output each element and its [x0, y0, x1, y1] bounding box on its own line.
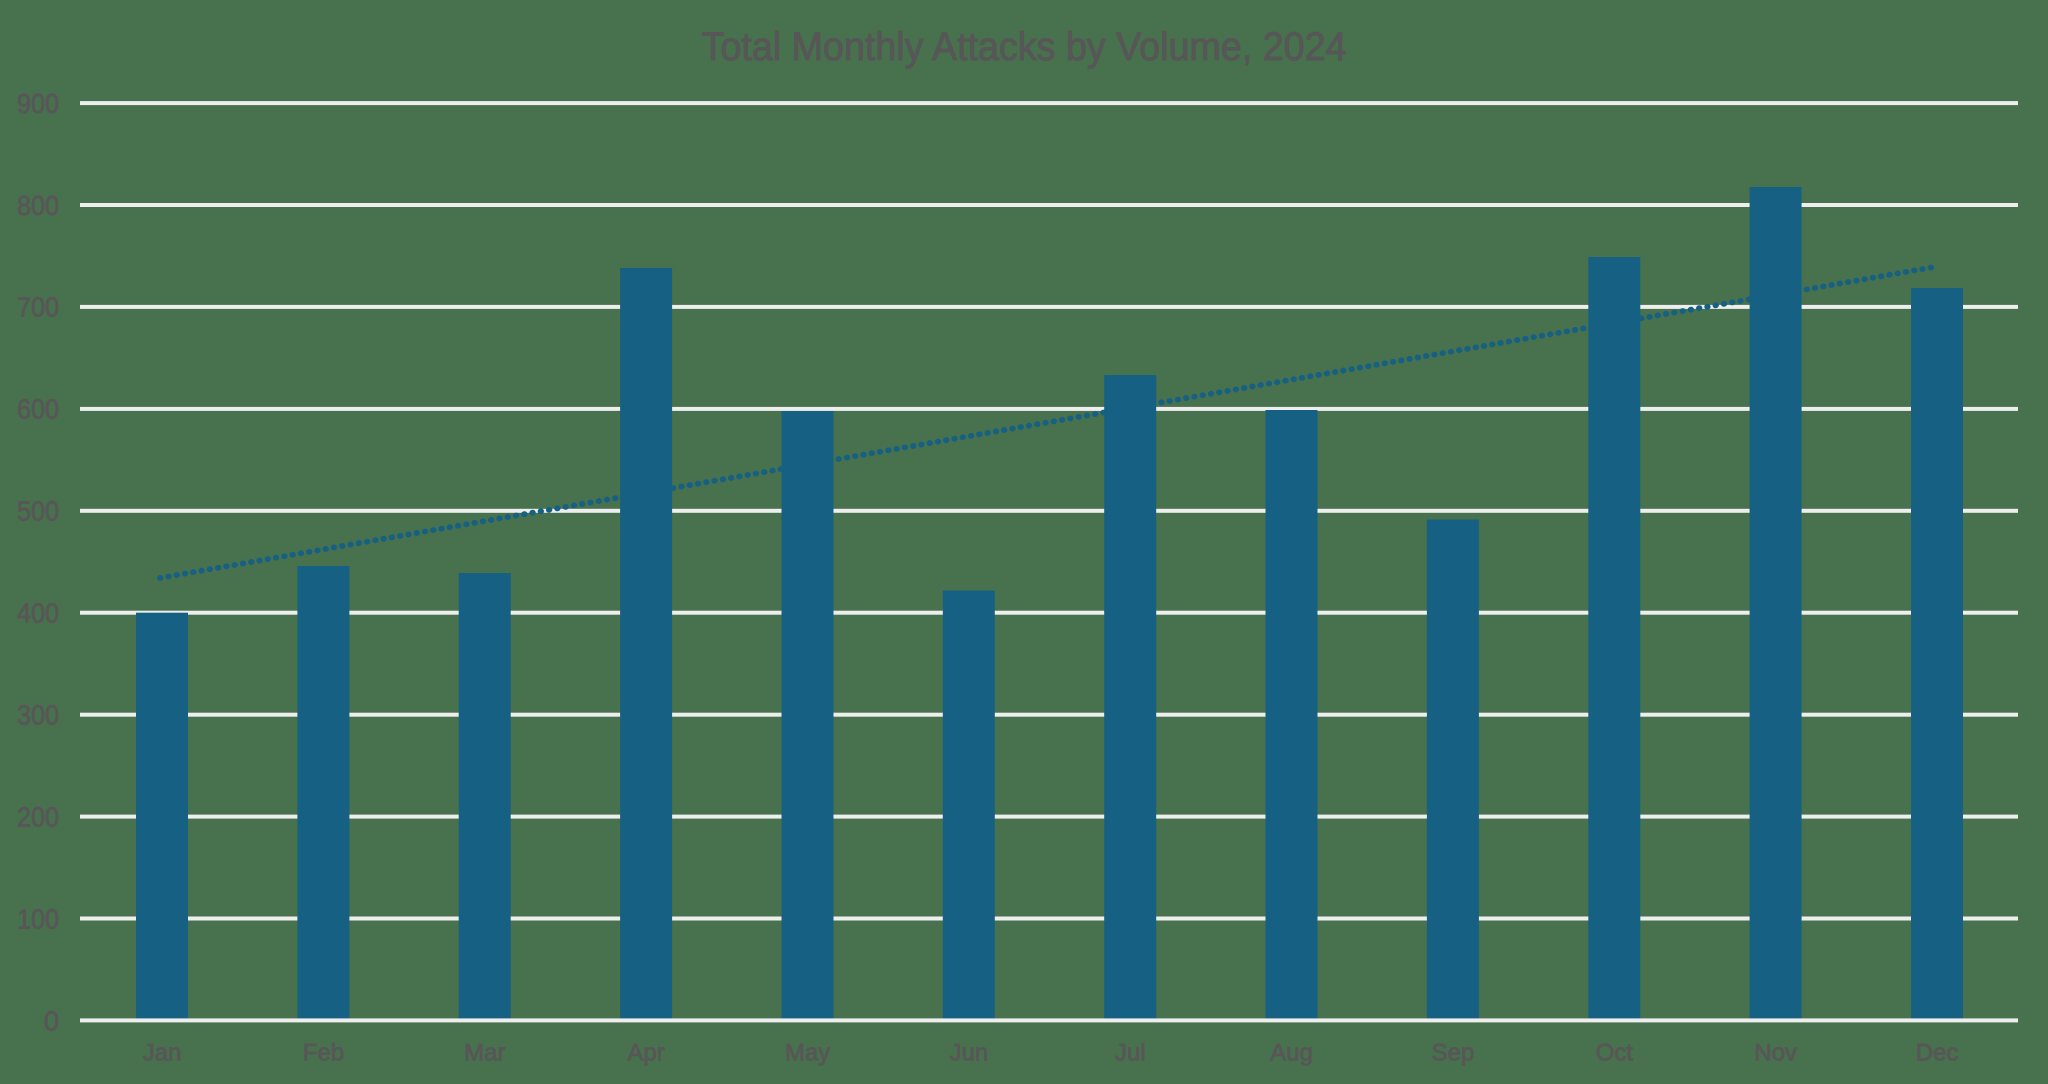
svg-text:Feb: Feb: [303, 1040, 344, 1067]
svg-text:100: 100: [17, 903, 59, 934]
svg-text:700: 700: [17, 292, 59, 323]
svg-text:Mar: Mar: [464, 1040, 505, 1067]
svg-text:900: 900: [17, 88, 59, 119]
svg-text:800: 800: [17, 190, 59, 221]
svg-text:0: 0: [44, 1005, 59, 1036]
svg-text:Jan: Jan: [143, 1040, 182, 1067]
svg-text:400: 400: [17, 598, 59, 629]
svg-text:Dec: Dec: [1916, 1040, 1959, 1067]
svg-text:300: 300: [17, 700, 59, 731]
svg-text:Jul: Jul: [1115, 1040, 1146, 1067]
svg-text:Oct: Oct: [1596, 1040, 1634, 1067]
svg-text:Sep: Sep: [1432, 1040, 1475, 1067]
svg-text:May: May: [785, 1040, 830, 1067]
svg-text:Total Monthly Attacks by Volum: Total Monthly Attacks by Volume, 2024: [702, 25, 1347, 69]
svg-text:Apr: Apr: [627, 1040, 664, 1067]
svg-text:600: 600: [17, 394, 59, 425]
svg-text:Nov: Nov: [1754, 1040, 1797, 1067]
svg-text:500: 500: [17, 496, 59, 527]
svg-text:Aug: Aug: [1270, 1040, 1313, 1067]
svg-text:Jun: Jun: [949, 1040, 988, 1067]
svg-text:200: 200: [17, 802, 59, 833]
